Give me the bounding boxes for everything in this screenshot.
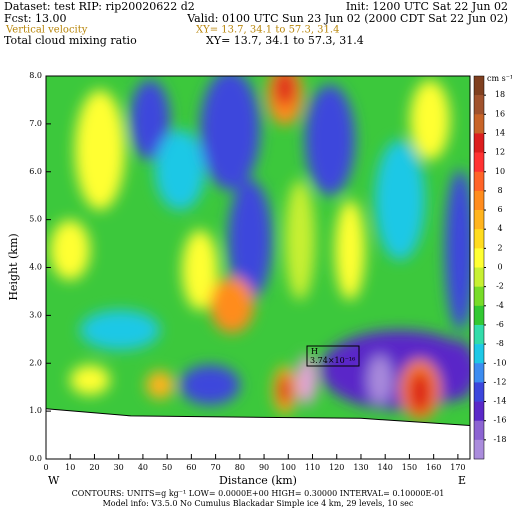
x-tick-label: 130 [353, 463, 368, 472]
colorbar-tick-label: -16 [494, 416, 507, 425]
colorbar-swatch [474, 76, 484, 96]
colorbar-tick-label: -8 [496, 339, 504, 348]
x-tick-label: 20 [89, 463, 99, 472]
colorbar-swatch [474, 95, 484, 115]
x-tick-label: 110 [305, 463, 320, 472]
colorbar-swatch [474, 382, 484, 402]
colorbar-tick-label: 18 [495, 90, 505, 99]
field1: Vertical velocity [5, 25, 88, 36]
annotation-text: 3.74×10⁻¹⁶ [310, 356, 355, 365]
colorbar-swatch [474, 171, 484, 192]
colorbar-swatch [474, 363, 484, 383]
colorbar-swatch [474, 190, 484, 211]
colorbar-tick-label: 8 [497, 186, 502, 195]
colorbar-tick-label: -4 [496, 301, 504, 310]
y-axis-label: Height (km) [7, 233, 20, 300]
colorbar-tick-label: -12 [494, 377, 507, 386]
colorbar-swatch [474, 152, 484, 173]
annotation-box [306, 345, 360, 367]
east-label: E [458, 474, 466, 487]
colorbar-tick-label: 10 [495, 167, 505, 176]
terrain-fill [46, 408, 470, 459]
x-tick-label: 80 [235, 463, 245, 472]
y-tick-label: 3.0 [29, 310, 42, 319]
x-tick-label: 60 [186, 463, 196, 472]
colorbar-swatch [474, 344, 484, 364]
y-tick-label: 0.0 [29, 454, 42, 463]
terrain-line [45, 408, 471, 426]
dataset: Dataset: test RIP: rip20020622 d2 [4, 0, 195, 13]
colorbar-tick-label: 2 [497, 243, 502, 252]
colorbar-swatch [474, 114, 484, 134]
y-tick-label: 2.0 [29, 358, 42, 367]
x-tick-label: 150 [402, 463, 417, 472]
field2: Total cloud mixing ratio [4, 34, 137, 47]
x-tick-label: 50 [162, 463, 172, 472]
west-label: W [48, 474, 60, 487]
colorbar-swatch [474, 267, 484, 287]
colorbar-swatch [474, 420, 484, 441]
x-tick-label: 170 [450, 463, 465, 472]
colorbar-swatch [474, 324, 484, 345]
colorbar-tick-label: 6 [497, 205, 502, 214]
colorbar-swatch [474, 248, 484, 268]
colorbar-swatch [474, 286, 484, 307]
x-tick-label: 40 [138, 463, 148, 472]
valid: Valid: 0100 UTC Sun 23 Jun 02 (2000 CDT … [186, 12, 508, 25]
init: Init: 1200 UTC Sat 22 Jun 02 [346, 0, 508, 13]
y-tick-label: 5.0 [29, 215, 42, 224]
fcst: Fcst: 13.00 [4, 12, 67, 25]
footer-contours: CONTOURS: UNITS=g kg⁻¹ LOW= 0.0000E+00 H… [72, 489, 445, 498]
colorbar-swatch [474, 305, 484, 326]
colorbar-swatch [474, 401, 484, 421]
colorbar-tick-label: -10 [494, 358, 507, 367]
colorbar-tick-label: -18 [494, 435, 507, 444]
annotation-label: H [311, 347, 318, 356]
xy2: XY= 13.7, 34.1 to 57.3, 31.4 [206, 34, 364, 47]
footer-model: Model info: V3.5.0 No Cumulus Blackadar … [103, 499, 414, 508]
x-tick-label: 160 [426, 463, 441, 472]
x-tick-label: 120 [329, 463, 344, 472]
x-tick-label: 10 [65, 463, 75, 472]
xy1: XY= 13.7, 34.1 to 57.3, 31.4 [196, 25, 339, 36]
y-tick-label: 1.0 [29, 406, 42, 415]
colorbar-tick-label: 12 [495, 148, 505, 157]
colorbar-swatch [474, 229, 484, 249]
plot-frame [45, 75, 471, 460]
colorbar-tick-label: 4 [497, 224, 502, 233]
x-tick-label: 70 [211, 463, 221, 472]
x-tick-label: 140 [378, 463, 393, 472]
colorbar-tick-label: -2 [496, 282, 504, 291]
x-tick-label: 100 [281, 463, 296, 472]
x-axis-label: Distance (km) [219, 474, 297, 487]
colorbar-tick-label: -14 [494, 397, 507, 406]
x-tick-label: 90 [259, 463, 269, 472]
colorbar-swatch [474, 210, 484, 230]
x-tick-label: 30 [114, 463, 124, 472]
y-tick-label: 6.0 [29, 167, 42, 176]
colorbar-tick-label: 14 [495, 128, 505, 137]
colorbar-tick-label: 16 [495, 109, 505, 118]
colorbar-tick-label: -6 [496, 320, 504, 329]
y-tick-label: 8.0 [29, 71, 42, 80]
contour-field [46, 76, 470, 459]
y-tick-label: 7.0 [29, 119, 42, 128]
y-tick-label: 4.0 [29, 263, 42, 272]
x-tick-label: 0 [43, 463, 48, 472]
colorbar-tick-label: 0 [497, 263, 502, 272]
colorbar-swatch [474, 133, 484, 153]
colorbar-swatch [474, 439, 484, 460]
colorbar-units: cm s⁻¹ [487, 74, 512, 83]
